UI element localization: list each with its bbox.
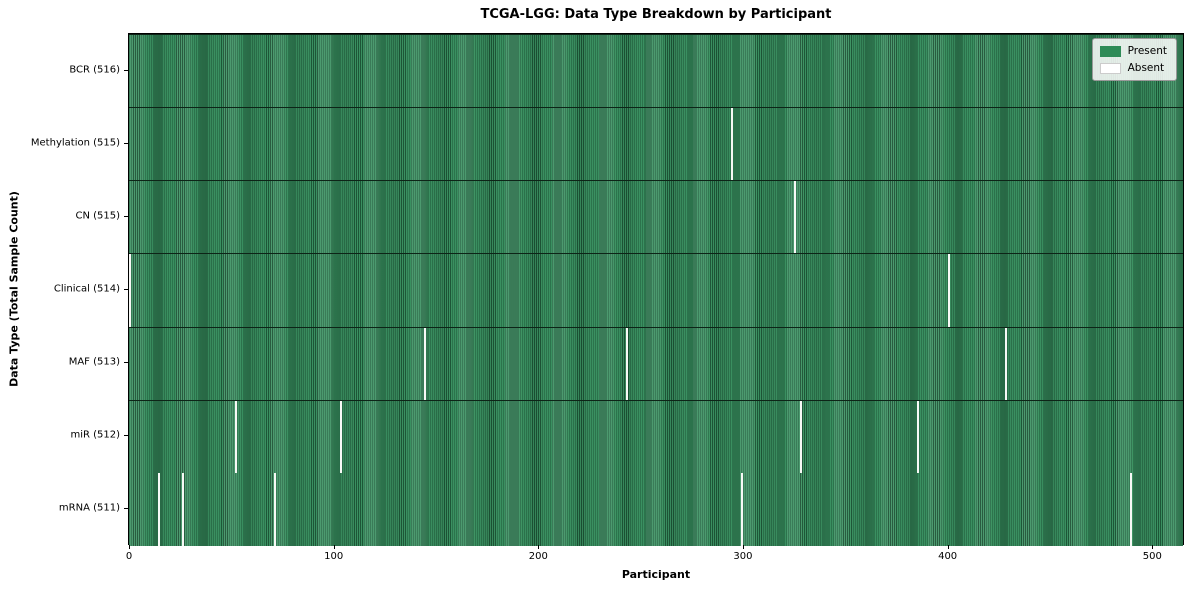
y-tick-label-methylation: Methylation (515) [30, 137, 120, 149]
absent-gap [157, 472, 160, 546]
absent-gap [916, 400, 919, 473]
absent-gap [800, 400, 803, 473]
y-tick-label-clinical: Clinical (514) [53, 283, 120, 295]
absent-gap [1129, 472, 1132, 546]
legend-label-present: Present [1127, 45, 1167, 57]
legend-label-absent: Absent [1127, 62, 1165, 74]
x-tick-label-200: 200 [528, 551, 548, 562]
row-mir [129, 399, 1183, 473]
x-tick-label-400: 400 [938, 551, 958, 562]
y-tick-mark [124, 362, 128, 364]
absent-swatch-icon [1099, 62, 1121, 74]
legend-item-absent: Absent [1099, 62, 1167, 74]
row-mrna [129, 472, 1183, 546]
y-tick-label-bcr: BCR (516) [69, 64, 120, 76]
row-bcr [129, 34, 1183, 108]
y-tick-mark [124, 508, 128, 510]
x-tick-label-0: 0 [125, 551, 133, 562]
absent-gap [235, 400, 238, 473]
y-tick-mark [124, 289, 128, 290]
chart-title: TCGA-LGG: Data Type Breakdown by Partici… [480, 7, 832, 22]
absent-gap [182, 472, 185, 546]
row-clinical [129, 253, 1183, 327]
legend: Present Absent [1091, 38, 1177, 81]
x-tick-mark [947, 545, 949, 549]
x-tick-mark [1152, 545, 1154, 549]
x-tick-label-500: 500 [1142, 551, 1162, 562]
absent-gap [740, 472, 743, 546]
y-tick-label-maf: MAF (513) [68, 356, 120, 368]
absent-gap [730, 108, 733, 181]
x-tick-label-100: 100 [324, 551, 344, 562]
absent-gap [947, 254, 950, 327]
y-tick-label-mir: miR (512) [70, 429, 120, 441]
x-tick-mark [129, 545, 131, 549]
absent-gap [129, 254, 132, 327]
y-tick-mark [124, 69, 128, 71]
y-tick-mark [124, 435, 128, 437]
row-cn [129, 180, 1183, 254]
absent-gap [274, 472, 277, 546]
x-tick-mark [538, 545, 540, 549]
y-tick-mark [124, 215, 128, 217]
x-axis-label: Participant [621, 568, 691, 581]
y-tick-label-cn: CN (515) [75, 210, 120, 222]
absent-gap [794, 181, 797, 254]
legend-item-present: Present [1099, 45, 1167, 57]
present-swatch-icon [1099, 45, 1121, 57]
x-tick-mark [742, 545, 744, 549]
absent-gap [423, 327, 426, 400]
absent-gap [626, 327, 629, 400]
row-methylation [129, 107, 1183, 181]
plot-area: Present Absent [128, 33, 1184, 546]
y-tick-mark [124, 142, 128, 144]
y-tick-label-mrna: mRNA (511) [58, 502, 120, 514]
x-tick-mark [333, 545, 335, 549]
row-maf [129, 326, 1183, 400]
absent-gap [339, 400, 342, 473]
absent-gap [1004, 327, 1007, 400]
x-tick-label-300: 300 [733, 551, 753, 562]
